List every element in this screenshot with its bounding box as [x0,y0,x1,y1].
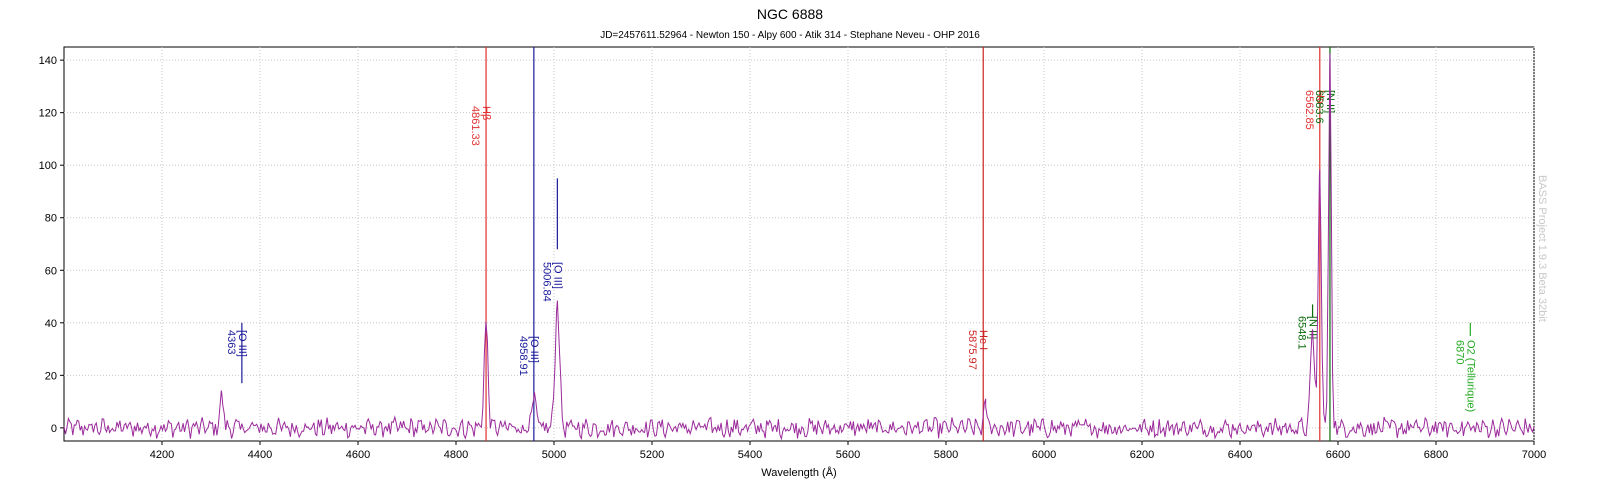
y-tick-label: 40 [45,318,57,330]
x-tick-label: 4800 [444,449,468,461]
y-tick-label: 100 [39,160,57,172]
line-wavelength-label: 6548.1 [1296,316,1308,350]
x-tick-label: 5800 [934,449,958,461]
emission-line-label: [O III]4363 [225,330,248,357]
emission-line-label: [O III]4958.91 [517,336,540,376]
line-wavelength-label: 4958.91 [517,336,529,376]
y-tick-label: 20 [45,370,57,382]
line-wavelength-label: 6583.6 [1313,90,1325,124]
y-tick-label: 80 [45,213,57,225]
x-tick-label: 4600 [346,449,370,461]
line-wavelength-label: 4861.33 [469,106,481,146]
emission-line-label: [N II]6548.1 [1296,316,1319,350]
y-tick-label: 120 [39,108,57,120]
x-tick-label: 5000 [542,449,566,461]
x-tick-label: 6400 [1228,449,1252,461]
line-wavelength-label: 6870 [1453,340,1465,364]
line-name-label: [N II] [1307,316,1319,339]
x-tick-label: 5400 [738,449,762,461]
emission-line-label: O2 (Tellurique)6870 [1453,340,1476,412]
y-tick-label: 140 [39,55,57,67]
x-axis-ticks: 4200 4400 4600 4800 5000 5200 5400 5600 5800 6000… [150,441,1546,461]
x-axis-label: Wavelength (Å) [761,466,836,479]
chart-subtitle: JD=2457611.52964 - Newton 150 - Alpy 600… [600,30,980,41]
x-tick-label: 5600 [836,449,860,461]
line-wavelength-label: 5875.97 [966,330,978,370]
x-tick-label: 6600 [1326,449,1350,461]
x-tick-label: 4200 [150,449,174,461]
x-tick-label: 5200 [640,449,664,461]
grid-lines [64,47,1535,441]
x-tick-label: 4400 [248,449,272,461]
y-tick-label: 0 [51,423,57,435]
spectrum-series-line [63,53,1535,441]
x-tick-label: 6200 [1130,449,1154,461]
line-wavelength-label: 6562.85 [1303,90,1315,130]
line-name-label: [O III] [551,262,563,289]
x-tick-label: 6000 [1032,449,1056,461]
line-name-label: Hα [1314,90,1326,105]
emission-line-label: [O III]5006.84 [540,262,563,302]
line-name-label: [O III] [528,336,540,363]
line-wavelength-label: 4363 [225,330,237,354]
x-tick-label: 6800 [1424,449,1448,461]
watermark: BASS Project 1.9.3 Beta 32bit [1536,175,1548,322]
chart-title: NGC 6888 [757,6,823,22]
line-name-label: [O III] [236,330,248,357]
x-tick-label: 7000 [1522,449,1546,461]
y-tick-label: 60 [45,265,57,277]
y-axis-ticks: 0 20 40 60 80 100 120 140 [39,55,64,435]
line-name-label: O2 (Tellurique) [1464,340,1476,412]
line-name-label: Hβ [480,106,492,120]
line-name-label: He I [977,330,989,350]
line-wavelength-label: 5006.84 [540,262,552,302]
